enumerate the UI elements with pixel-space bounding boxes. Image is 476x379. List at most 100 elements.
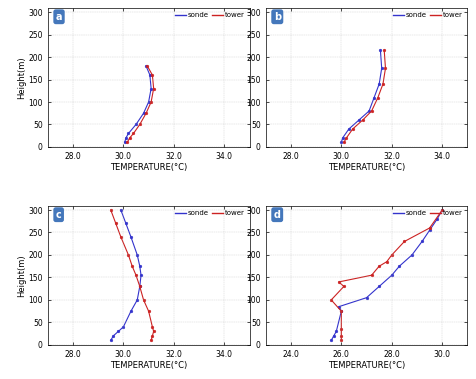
sonde bbox=[377, 48, 383, 53]
tower bbox=[338, 334, 344, 338]
Line: tower: tower bbox=[109, 208, 155, 342]
sonde bbox=[148, 86, 154, 91]
Line: sonde: sonde bbox=[329, 208, 443, 342]
Text: b: b bbox=[273, 12, 280, 22]
sonde bbox=[338, 140, 344, 145]
sonde bbox=[128, 309, 134, 313]
sonde bbox=[366, 109, 371, 113]
Y-axis label: Height(m): Height(m) bbox=[17, 254, 26, 296]
Legend: sonde, tower: sonde, tower bbox=[391, 11, 463, 20]
tower bbox=[327, 298, 333, 302]
sonde bbox=[376, 284, 381, 289]
Line: tower: tower bbox=[329, 208, 443, 342]
tower bbox=[129, 264, 135, 268]
Text: d: d bbox=[273, 210, 280, 220]
tower bbox=[383, 260, 389, 264]
tower bbox=[137, 122, 142, 127]
sonde bbox=[125, 131, 131, 136]
sonde bbox=[120, 325, 126, 329]
sonde bbox=[138, 273, 144, 277]
tower bbox=[124, 140, 130, 145]
tower bbox=[140, 298, 146, 302]
tower bbox=[125, 253, 131, 257]
Legend: sonde, tower: sonde, tower bbox=[174, 11, 246, 20]
sonde bbox=[133, 122, 139, 127]
tower bbox=[388, 253, 394, 257]
sonde bbox=[147, 73, 152, 77]
Line: sonde: sonde bbox=[109, 208, 142, 342]
tower bbox=[359, 118, 365, 122]
sonde bbox=[327, 338, 333, 343]
tower bbox=[118, 235, 123, 239]
sonde bbox=[338, 309, 344, 313]
tower bbox=[150, 329, 156, 334]
tower bbox=[143, 111, 149, 116]
sonde bbox=[388, 273, 394, 277]
sonde bbox=[408, 253, 414, 257]
sonde bbox=[108, 338, 113, 343]
tower bbox=[340, 284, 346, 289]
tower bbox=[338, 327, 344, 331]
tower bbox=[374, 95, 380, 100]
Y-axis label: Height(m): Height(m) bbox=[17, 56, 26, 99]
sonde bbox=[123, 136, 129, 140]
sonde bbox=[345, 127, 351, 131]
Line: tower: tower bbox=[342, 49, 386, 144]
sonde bbox=[137, 264, 142, 268]
sonde bbox=[370, 95, 376, 100]
sonde bbox=[121, 140, 127, 145]
tower bbox=[338, 309, 344, 313]
sonde bbox=[143, 64, 149, 68]
X-axis label: TEMPERATURE(°C): TEMPERATURE(°C) bbox=[327, 163, 404, 172]
tower bbox=[137, 284, 142, 289]
Legend: sonde, tower: sonde, tower bbox=[391, 209, 463, 218]
sonde bbox=[426, 228, 432, 232]
Legend: sonde, tower: sonde, tower bbox=[174, 209, 246, 218]
tower bbox=[150, 86, 156, 91]
tower bbox=[148, 100, 154, 104]
tower bbox=[438, 208, 444, 212]
Line: sonde: sonde bbox=[123, 65, 152, 144]
X-axis label: TEMPERATURE(°C): TEMPERATURE(°C) bbox=[110, 163, 187, 172]
Text: a: a bbox=[56, 12, 62, 22]
tower bbox=[149, 325, 155, 329]
sonde bbox=[330, 334, 336, 338]
sonde bbox=[134, 253, 140, 257]
tower bbox=[144, 64, 150, 68]
Line: tower: tower bbox=[126, 65, 155, 144]
X-axis label: TEMPERATURE(°C): TEMPERATURE(°C) bbox=[110, 361, 187, 370]
sonde bbox=[118, 208, 123, 212]
sonde bbox=[115, 329, 121, 334]
sonde bbox=[363, 295, 368, 300]
sonde bbox=[137, 284, 142, 289]
Text: c: c bbox=[56, 210, 61, 220]
tower bbox=[148, 338, 154, 343]
X-axis label: TEMPERATURE(°C): TEMPERATURE(°C) bbox=[327, 361, 404, 370]
tower bbox=[108, 208, 113, 212]
sonde bbox=[378, 66, 384, 70]
tower bbox=[149, 73, 155, 77]
tower bbox=[382, 66, 387, 70]
tower bbox=[380, 48, 386, 53]
Line: sonde: sonde bbox=[339, 49, 382, 144]
sonde bbox=[418, 239, 424, 244]
tower bbox=[335, 280, 341, 284]
sonde bbox=[123, 221, 129, 226]
sonde bbox=[128, 235, 134, 239]
sonde bbox=[376, 82, 381, 86]
tower bbox=[133, 273, 139, 277]
tower bbox=[376, 264, 381, 268]
tower bbox=[113, 221, 119, 226]
tower bbox=[130, 131, 136, 136]
sonde bbox=[339, 136, 345, 140]
sonde bbox=[434, 217, 439, 221]
sonde bbox=[134, 298, 140, 302]
sonde bbox=[110, 334, 116, 338]
sonde bbox=[396, 264, 401, 268]
tower bbox=[127, 136, 132, 140]
tower bbox=[368, 109, 374, 113]
tower bbox=[343, 136, 348, 140]
sonde bbox=[140, 111, 146, 116]
tower bbox=[368, 273, 374, 277]
sonde bbox=[146, 100, 151, 104]
